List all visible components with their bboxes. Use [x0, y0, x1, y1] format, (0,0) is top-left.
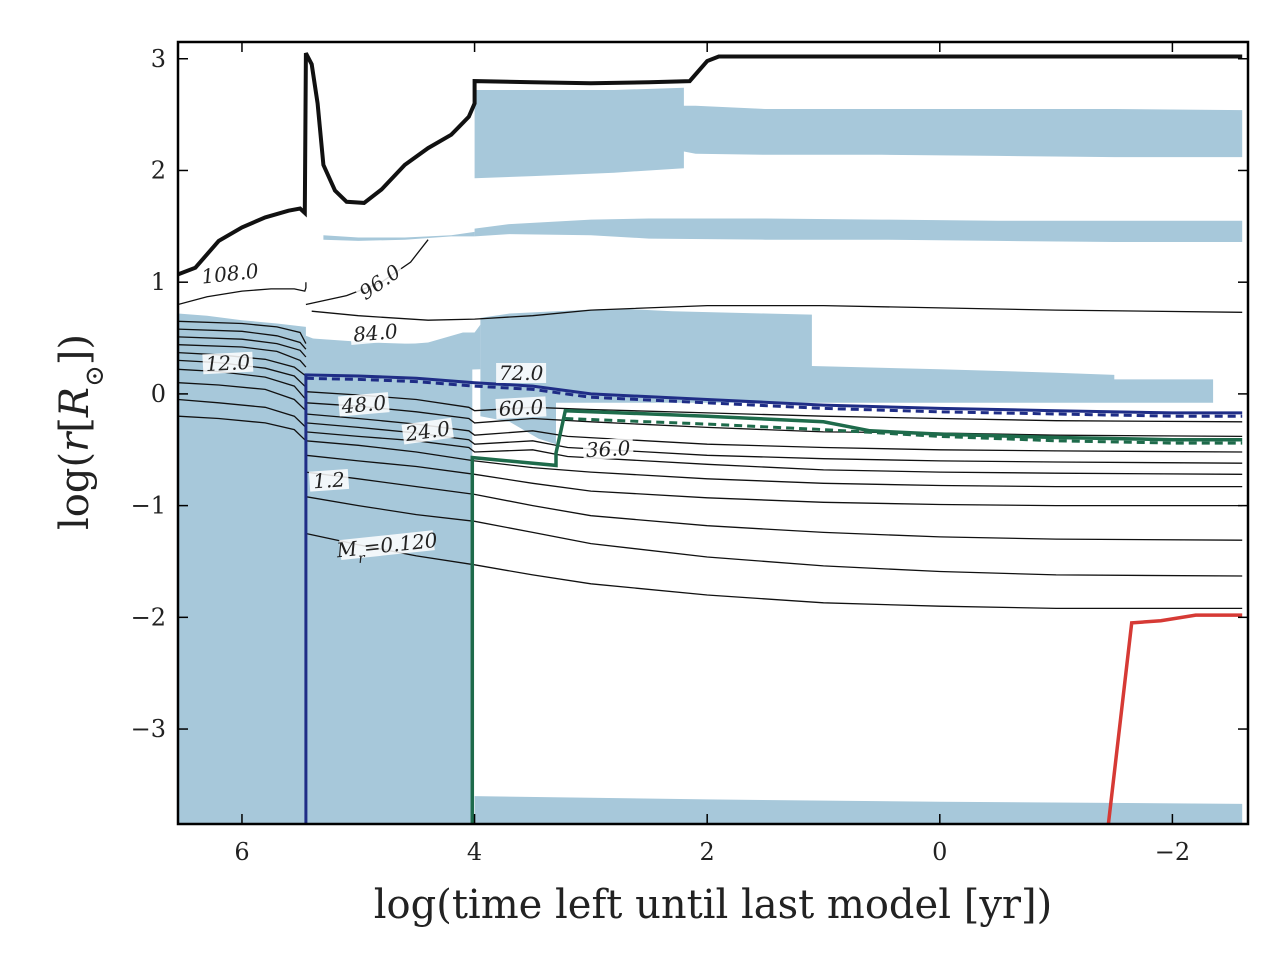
convective-region	[474, 218, 1243, 242]
y-tick-label: 1	[151, 268, 166, 296]
mass-contour-line	[305, 440, 1243, 488]
contour-label: 84.0	[349, 319, 402, 347]
x-tick-label: 2	[700, 838, 715, 866]
blue-solid-boundary-line	[304, 373, 1243, 824]
contour-label-bg	[349, 320, 402, 345]
contour-label-text: 84.0	[352, 319, 399, 347]
contour-label-bg	[308, 468, 350, 492]
convective-region	[474, 796, 1243, 824]
contour-label-bg	[339, 530, 435, 560]
contour-label-bg	[202, 351, 254, 375]
x-tick-label: 6	[234, 838, 249, 866]
red-solid-boundary-line	[1106, 613, 1243, 824]
y-tick-label: −1	[131, 492, 166, 520]
mass-contour-line	[178, 351, 307, 377]
contour-label-bg	[338, 392, 390, 417]
convective-region	[474, 87, 1243, 179]
convective-region	[323, 231, 475, 241]
x-tick-label: −2	[1155, 838, 1190, 866]
contour-label: 108.0	[198, 259, 262, 289]
y-tick-label: 2	[151, 156, 166, 184]
convective-region	[480, 309, 1214, 408]
y-tick-label: −3	[131, 715, 166, 743]
contour-label-text: 108.0	[200, 259, 260, 289]
plot-frame	[176, 40, 1250, 826]
contour-label-bg	[353, 259, 406, 305]
contour-label-text: 36.0	[585, 436, 631, 462]
y-tick-label: −2	[131, 603, 166, 631]
mass-contour-line	[311, 304, 1243, 321]
axes: 6 4 2 0 −2 3 2 1 0 −1 −2 −3	[131, 40, 1250, 866]
mass-contour-line	[305, 496, 1243, 577]
blue-dashed-boundary-line	[305, 376, 1243, 418]
green-solid-boundary-line	[470, 408, 1243, 824]
contour-label: 72.0	[496, 361, 547, 385]
contour-label-bg	[582, 437, 634, 461]
mass-contour-line	[305, 454, 1243, 507]
contour-label-text: 12.0	[205, 350, 251, 376]
mass-contour-line	[305, 471, 1243, 541]
contour-label: 48.0	[338, 390, 390, 418]
surface-solid-boundary-line	[178, 52, 1243, 277]
contour-label-bg	[495, 396, 547, 419]
mass-contour-line	[178, 382, 307, 412]
contour-label: 60.0	[495, 395, 547, 421]
contour-label-text: 60.0	[498, 395, 544, 421]
mass-contour-line	[178, 328, 307, 350]
y-tick-label: 3	[151, 45, 166, 73]
contour-label: 36.0	[582, 436, 634, 462]
mass-contour-line	[178, 344, 307, 368]
y-tick-label: 0	[151, 380, 166, 408]
contour-label-bg	[401, 417, 454, 445]
mass-contour-line	[305, 413, 1243, 453]
x-tick-label: 4	[467, 838, 482, 866]
contour-label: 12.0	[202, 350, 254, 376]
contour-label-bg	[198, 260, 262, 287]
x-axis-title: log(time left until last model [yr])	[374, 882, 1053, 928]
contour-label-text: 1.2	[312, 467, 345, 493]
contour-label-bg	[496, 363, 547, 383]
convective-region	[305, 324, 481, 372]
x-tick-label: 0	[932, 838, 947, 866]
contour-label: 1.2	[308, 467, 350, 493]
mass-contour-line	[178, 415, 307, 442]
plot-area: 108.0 96.084.072.012.048.0 60.024.036.01.2…	[178, 52, 1243, 824]
mass-contour-line	[305, 391, 1243, 423]
mass-contour-line	[178, 336, 307, 358]
contour-label-text: 48.0	[340, 390, 388, 418]
mass-contour-line	[178, 320, 307, 344]
convective-region	[178, 313, 306, 824]
mass-contour-line	[178, 282, 307, 306]
mass-contour-line	[178, 398, 307, 428]
contour-label-text: 72.0	[499, 361, 544, 385]
